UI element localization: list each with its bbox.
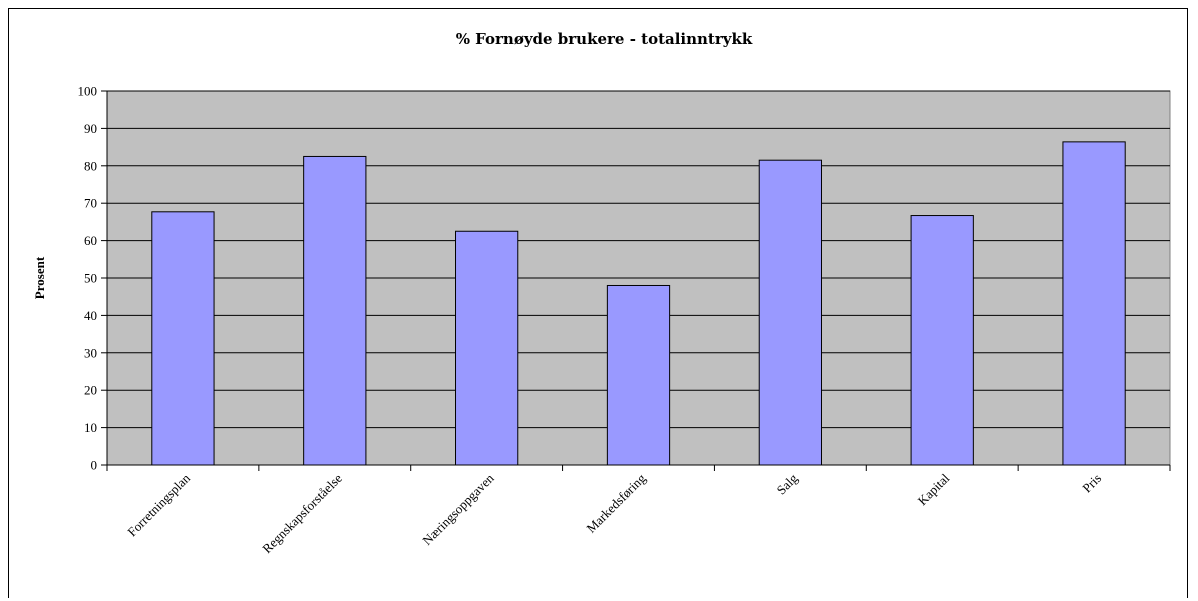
y-tick-label: 40	[84, 308, 97, 323]
y-tick-label: 80	[84, 158, 97, 173]
bar	[455, 230, 519, 466]
bar	[758, 159, 822, 466]
bar	[910, 215, 974, 466]
y-tick-label: 0	[91, 458, 98, 473]
x-tick-label: Forretningsplan	[124, 470, 193, 539]
x-tick-label: Regnskapsforståelse	[259, 470, 345, 556]
chart-title: % Fornøyde brukere - totalinntrykk	[456, 30, 753, 48]
y-tick-label: 70	[84, 196, 97, 211]
x-tick-label: Kapital	[915, 470, 953, 508]
bar	[606, 284, 671, 466]
bar	[1062, 141, 1126, 466]
y-tick-label: 10	[84, 420, 97, 435]
y-tick-label: 60	[84, 233, 97, 248]
y-axis-label: Prosent	[32, 256, 47, 299]
x-tick-label: Pris	[1079, 471, 1104, 496]
y-tick-label: 100	[78, 84, 98, 99]
y-tick-label: 30	[84, 345, 97, 360]
x-tick-label: Næringsoppgaven	[419, 470, 497, 548]
y-tick-label: 20	[84, 383, 97, 398]
bar	[303, 155, 367, 466]
bars	[151, 141, 1126, 466]
x-tick-label: Markedsføring	[583, 470, 649, 536]
y-tick-label: 90	[84, 121, 97, 136]
y-tick-label: 50	[84, 271, 97, 286]
gridlines	[107, 90, 1170, 429]
bar	[151, 211, 215, 466]
x-tick-label: Salg	[774, 470, 801, 497]
x-axis-ticks: Forretningsplan Regnskapsforståelse Næring…	[106, 465, 1171, 556]
y-axis-ticks: 0 10 20 30 40 50 60 70 80 90 100	[78, 84, 107, 473]
